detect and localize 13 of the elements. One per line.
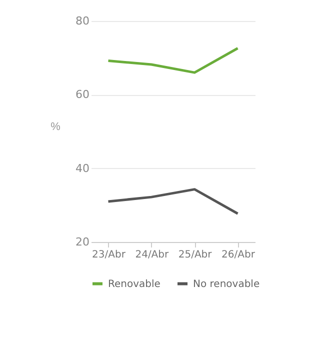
- y-tick-label: 60: [76, 88, 90, 102]
- y-tick-label: 80: [76, 14, 90, 28]
- x-tick-label: 26/Abr: [222, 250, 256, 260]
- legend-label: Renovable: [108, 278, 160, 290]
- y-tick-label: 20: [76, 236, 90, 248]
- x-tick-label: 23/Abr: [92, 250, 126, 260]
- x-tick-label: 25/Abr: [178, 250, 213, 260]
- line-series: [107, 188, 239, 215]
- line-series: [107, 47, 239, 74]
- legend-label: No renovable: [193, 278, 260, 290]
- x-tick-label: 24/Abr: [135, 250, 170, 260]
- y-axis-title: %: [50, 121, 61, 133]
- y-tick-label: 40: [76, 162, 90, 175]
